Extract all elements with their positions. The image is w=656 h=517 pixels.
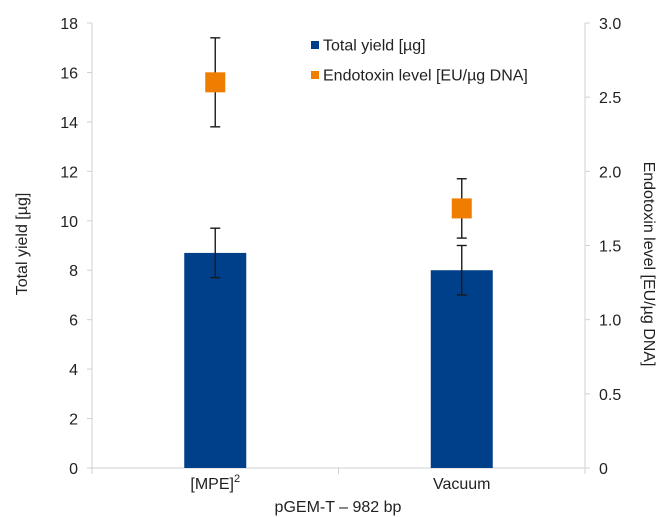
- y2-tick-label: 2.0: [599, 164, 621, 181]
- bar-series: [184, 227, 493, 468]
- x-axis-title: pGEM-T – 982 bp: [275, 499, 402, 516]
- y-tick-label: 2: [69, 412, 78, 429]
- data-marker: [451, 198, 472, 219]
- legend-label: Endotoxin level [EU/µg DNA]: [323, 68, 528, 85]
- x-tick-label: Vacuum: [433, 476, 491, 493]
- y-tick-label: 18: [60, 16, 78, 33]
- data-marker: [205, 72, 226, 93]
- bar: [184, 252, 247, 468]
- y2-axis-title: Endotoxin level [EU/µg DNA]: [640, 162, 656, 367]
- y2-tick-label: 1.0: [599, 313, 621, 330]
- x-tick-label-text: [MPE]: [190, 476, 234, 493]
- y2-tick-label: 2.5: [599, 90, 621, 107]
- legend-swatch: [311, 41, 319, 49]
- y-tick-label: 14: [60, 115, 78, 132]
- marker-series: [205, 37, 472, 239]
- y-tick-label: 6: [69, 313, 78, 330]
- y-tick-label: 4: [69, 362, 78, 379]
- y2-tick-label: 0: [599, 461, 608, 478]
- left-axis: 0 2 4 6 8 10 12 14 16 18: [60, 16, 93, 478]
- y-tick-label: 12: [60, 164, 78, 181]
- y2-tick-label: 1.5: [599, 239, 621, 256]
- x-axis: [MPE]2 Vacuum: [91, 467, 586, 493]
- y2-tick-label: 3.0: [599, 16, 621, 33]
- y-tick-label: 10: [60, 214, 78, 231]
- right-axis: 0 0.5 1.0 1.5 2.0 2.5 3.0: [584, 16, 621, 478]
- legend-label: Total yield [µg]: [323, 38, 426, 55]
- y-axis-title: Total yield [µg]: [14, 193, 31, 296]
- x-tick-label-superscript: 2: [234, 473, 240, 485]
- x-tick-label: [MPE]2: [190, 473, 240, 493]
- y-tick-label: 16: [60, 65, 78, 82]
- bar: [430, 270, 493, 468]
- y-tick-label: 0: [69, 461, 78, 478]
- legend: Total yield [µg] Endotoxin level [EU/µg D…: [311, 38, 528, 85]
- y-tick-label: 8: [69, 263, 78, 280]
- y2-tick-label: 0.5: [599, 387, 621, 404]
- legend-swatch: [311, 71, 319, 79]
- x-tick-label-text: Vacuum: [433, 476, 491, 493]
